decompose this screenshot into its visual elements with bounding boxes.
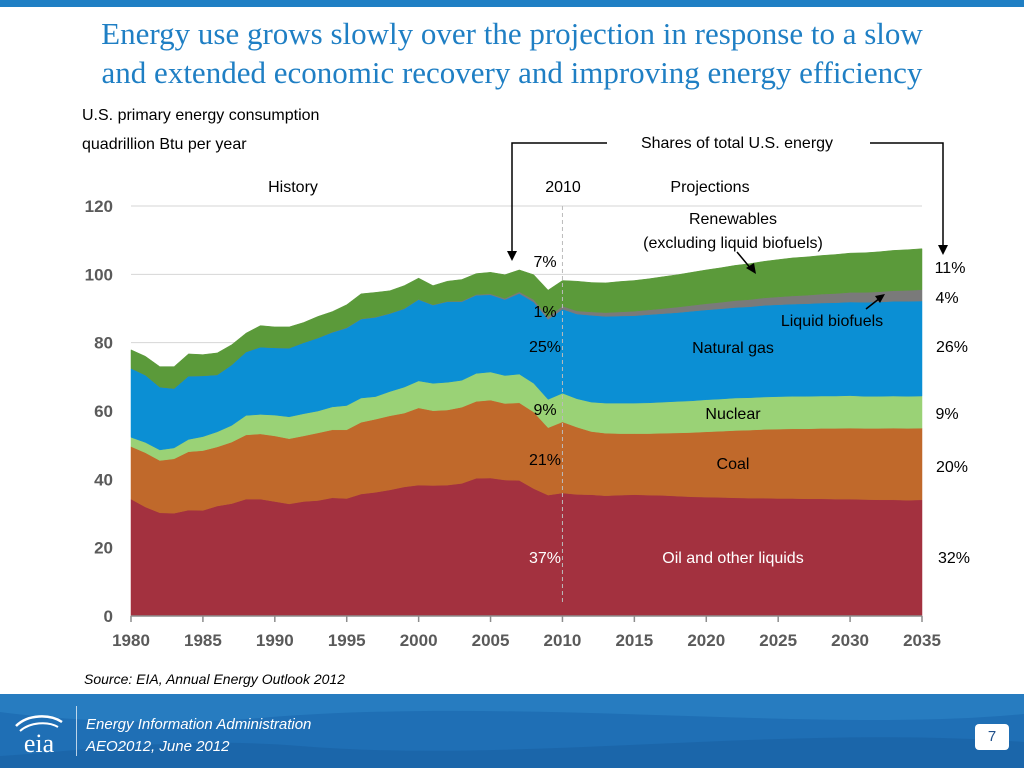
y-tick-label: 120 [85, 197, 113, 216]
slide-title-line-1: Energy use grows slowly over the project… [101, 16, 923, 51]
y-tick-label: 0 [104, 607, 113, 626]
x-tick-label: 1985 [184, 631, 222, 650]
x-tick-label: 2030 [831, 631, 869, 650]
chart-units: quadrillion Btu per year [82, 136, 247, 153]
x-tick-label: 2000 [400, 631, 438, 650]
y-tick-label: 100 [85, 265, 113, 284]
shares-bracket-left [511, 142, 607, 252]
slide-title-line-2: and extended economic recovery and impro… [101, 55, 923, 90]
stacked-areas [130, 248, 923, 617]
share-2035-renewables: 11% [935, 260, 966, 277]
x-tick-label: 1995 [328, 631, 366, 650]
renewables-leader-arrow [746, 263, 756, 274]
page-number: 7 [975, 724, 1009, 750]
x-tick-label: 2015 [615, 631, 653, 650]
x-tick-label: 2005 [472, 631, 510, 650]
logo-divider [76, 706, 77, 756]
share-2035-oil: 32% [938, 550, 970, 567]
x-tick-label: 2010 [544, 631, 582, 650]
x-tick-label: 2025 [759, 631, 797, 650]
slide-title: Energy use grows slowly over the project… [40, 14, 984, 92]
source-note: Source: EIA, Annual Energy Outlook 2012 [84, 671, 345, 687]
share-2035-natural-gas: 26% [936, 339, 968, 356]
renewables-label-line-1: Renewables [689, 211, 777, 228]
share-2010-oil: 37% [529, 550, 561, 567]
shares-arrow-left [507, 251, 517, 261]
footer-report: AEO2012, June 2012 [86, 738, 230, 755]
y-tick-label: 20 [94, 539, 113, 558]
area-series-5 [130, 248, 923, 389]
share-2010-biofuels: 1% [533, 304, 556, 321]
axes: 0 20 40 60 80 100 120 1980 1985 1990 1995 2000 2005 2… [85, 197, 941, 650]
x-tick-label: 2035 [903, 631, 941, 650]
share-2010-renewables: 7% [533, 254, 556, 271]
top-accent-bar [0, 0, 1024, 7]
footer-bar: eia Energy Information Administration AE… [0, 694, 1024, 768]
biofuels-leader-arrow [875, 294, 885, 303]
y-tick-label: 60 [94, 402, 113, 421]
biofuels-leader-line [865, 297, 881, 310]
shares-arrow-right [938, 245, 948, 255]
svg-text:eia: eia [24, 729, 55, 756]
energy-consumption-chart: 0 20 40 60 80 100 120 1980 1985 1990 1995 2000 2005 2… [85, 135, 970, 650]
annotations: History 2010 Projections Shares of total… [268, 135, 970, 604]
y-tick-label: 80 [94, 334, 113, 353]
share-2035-biofuels: 4% [935, 290, 958, 307]
share-2035-nuclear: 9% [935, 406, 958, 423]
share-2010-coal: 21% [529, 452, 561, 469]
share-2010-nuclear: 9% [533, 402, 556, 419]
nuclear-label: Nuclear [705, 406, 761, 423]
footer-wave-decoration [0, 694, 1024, 768]
liquid-biofuels-label: Liquid biofuels [781, 313, 883, 330]
shares-bracket-right [870, 142, 944, 246]
shares-title: Shares of total U.S. energy [641, 135, 833, 152]
oil-label: Oil and other liquids [662, 550, 803, 567]
x-tick-label: 2020 [687, 631, 725, 650]
x-tick-label: 1990 [256, 631, 294, 650]
history-label: History [268, 179, 318, 196]
y-tick-label: 40 [94, 470, 113, 489]
divider-year-label: 2010 [545, 179, 581, 196]
chart-subtitle: U.S. primary energy consumption [82, 107, 320, 124]
share-2035-coal: 20% [936, 459, 968, 476]
natural-gas-label: Natural gas [692, 340, 774, 357]
footer-org: Energy Information Administration [86, 716, 312, 733]
projections-label: Projections [670, 179, 749, 196]
share-2010-natural-gas: 25% [529, 339, 561, 356]
coal-label: Coal [717, 456, 750, 473]
eia-logo: eia [15, 715, 63, 756]
renewables-label-line-2: (excluding liquid biofuels) [643, 235, 823, 252]
x-tick-label: 1980 [112, 631, 150, 650]
